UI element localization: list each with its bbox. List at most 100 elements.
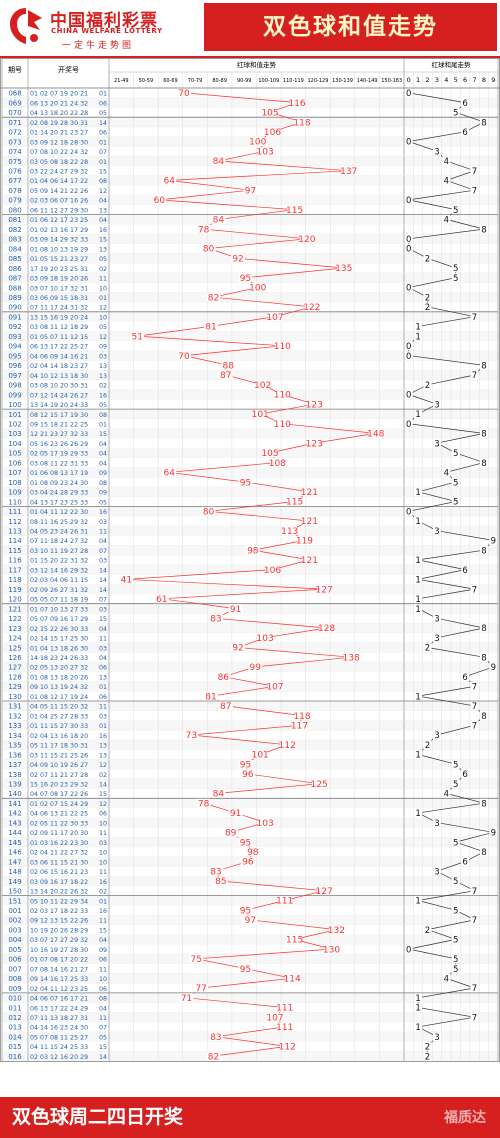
tail-value: 2	[425, 254, 430, 264]
sum-marker-bg	[317, 584, 332, 594]
draw-red-numbers: 05 11 17 18 30 31	[30, 743, 88, 750]
range-label: 21-49	[114, 78, 129, 84]
sum-marker-bg	[250, 283, 265, 292]
sum-marker-bg	[119, 575, 134, 584]
draw-blue-number: 09	[99, 470, 107, 477]
draw-blue-number: 04	[99, 451, 107, 458]
issue-number: 005	[8, 946, 21, 954]
tail-value: 1	[415, 751, 420, 761]
issue-number: 144	[8, 829, 22, 837]
draw-red-numbers: 02 03 04 06 11 15	[30, 577, 88, 584]
issue-number: 068	[8, 90, 21, 98]
sum-marker-bg	[245, 545, 260, 555]
row-bg	[2, 253, 498, 264]
sum-value: 110	[274, 391, 291, 401]
sum-marker-bg	[267, 312, 282, 322]
draw-blue-number: 11	[99, 830, 107, 837]
sum-value: 89	[225, 829, 237, 839]
sum-value: 98	[247, 546, 259, 556]
draw-red-numbers: 01 04 25 27 28 33	[30, 713, 88, 720]
issue-number: 124	[8, 635, 22, 643]
issue-number: 086	[8, 265, 22, 273]
tail-marker-bg	[451, 779, 460, 789]
draw-red-numbers: 03 06 09 15 18 31	[30, 295, 88, 302]
sum-value: 95	[240, 274, 251, 284]
tail-value: 1	[415, 692, 420, 702]
tail-value: 6	[462, 128, 467, 138]
tail-value: 5	[453, 838, 458, 848]
sum-value: 95	[240, 838, 251, 848]
tail-marker-bg	[423, 925, 432, 935]
sum-value: 81	[205, 692, 216, 702]
tail-marker-bg	[470, 166, 479, 176]
issue-number: 104	[8, 440, 22, 448]
draw-blue-number: 03	[99, 353, 107, 360]
draw-red-numbers: 14 18 23 24 26 33	[30, 655, 88, 662]
draw-blue-number: 01	[99, 421, 107, 428]
tail-marker-bg	[470, 312, 479, 322]
row-bg	[2, 117, 498, 127]
issue-number: 087	[8, 275, 21, 283]
sum-marker-bg	[287, 935, 302, 944]
tail-value: 5	[453, 780, 458, 790]
sum-value: 99	[250, 663, 262, 673]
issue-number: 092	[8, 323, 21, 331]
sum-value: 138	[343, 653, 360, 663]
welfare-lottery-logo-icon	[10, 8, 42, 44]
sum-marker-bg	[206, 292, 221, 302]
tail-value: 3	[434, 439, 439, 449]
draw-blue-number: 01	[99, 139, 107, 146]
sum-value: 105	[261, 109, 278, 119]
tail-marker-bg	[442, 467, 451, 477]
issue-number: 128	[8, 673, 21, 681]
draw-blue-number: 04	[99, 937, 107, 944]
sum-marker-bg	[211, 789, 226, 798]
tail-value: 6	[462, 566, 467, 576]
sum-value: 103	[257, 634, 274, 644]
tail-marker-bg	[414, 487, 423, 497]
trend-chart: 期号 开奖号 红球和值走势 红球和尾走势 21-49 50-59 60-69 70-79 80-…	[0, 58, 500, 1062]
range-label: 50-59	[139, 78, 154, 84]
issue-number: 131	[8, 703, 21, 711]
draw-red-numbers: 04 11 15 24 25 33	[30, 1044, 88, 1051]
tail-value: 0	[406, 284, 411, 294]
issue-number: 129	[8, 683, 21, 691]
row-bg	[2, 428, 498, 439]
tail-value: 0	[406, 391, 411, 401]
sum-value: 92	[232, 644, 243, 654]
draw-blue-number: 03	[99, 558, 107, 565]
draw-blue-number: 03	[99, 840, 107, 847]
tail-marker-bg	[479, 360, 488, 370]
sum-marker-bg	[275, 390, 290, 399]
sum-value: 111	[276, 1004, 293, 1014]
draw-red-numbers: 09 12 13 15 22 26	[30, 918, 88, 925]
draw-blue-number: 05	[99, 324, 107, 331]
sum-value: 98	[247, 848, 259, 858]
tail-marker-bg	[432, 633, 441, 643]
draw-blue-number: 03	[99, 713, 107, 720]
tail-value: 7	[472, 1013, 477, 1023]
sum-marker-bg	[201, 244, 216, 253]
tail-label: 0	[407, 76, 411, 84]
sum-value: 122	[303, 303, 320, 313]
draw-red-numbers: 06 13 17 22 24 29	[30, 1005, 88, 1012]
sum-value: 148	[367, 430, 384, 440]
sum-value: 135	[335, 264, 352, 274]
sum-value: 95	[240, 478, 251, 488]
tail-value: 1	[415, 1004, 420, 1014]
tail-marker-bg	[451, 273, 460, 283]
tail-marker-bg	[461, 857, 470, 866]
issue-number: 102	[8, 420, 21, 428]
tail-marker-bg	[423, 740, 432, 750]
draw-blue-number: 04	[99, 217, 107, 224]
tail-value: 3	[434, 400, 439, 410]
row-bg	[2, 778, 498, 789]
sum-value: 101	[252, 751, 269, 761]
issue-number: 013	[8, 1024, 21, 1032]
tail-label: 4	[444, 76, 448, 84]
sum-value: 121	[301, 488, 318, 498]
sum-marker-bg	[312, 779, 327, 789]
row-bg	[2, 934, 498, 945]
draw-red-numbers: 15 16 20 23 29 32	[30, 781, 88, 788]
row-bg	[2, 350, 498, 361]
